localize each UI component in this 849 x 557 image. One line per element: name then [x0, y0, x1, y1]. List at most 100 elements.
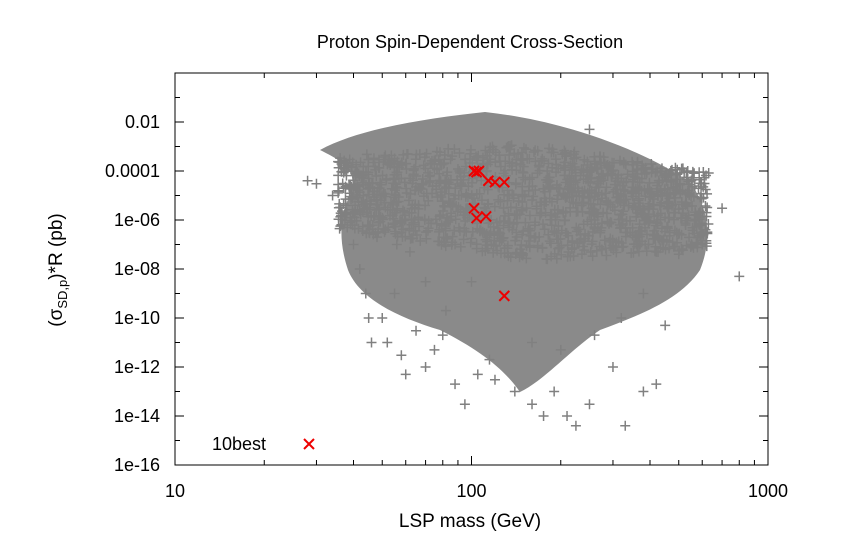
scatter-fill-point — [622, 169, 633, 180]
scatter-fill-point — [534, 161, 545, 172]
scatter-fill-point — [641, 214, 652, 225]
scatter-fill-point — [419, 215, 430, 226]
scatter-fill-point — [538, 219, 549, 230]
scatter-fill-point — [476, 195, 487, 206]
scatter-fill-point — [654, 200, 665, 211]
data-point — [366, 337, 377, 348]
scatter-fill-point — [487, 141, 498, 152]
scatter-fill-point — [466, 233, 477, 244]
scatter-fill-point — [595, 227, 606, 238]
scatter-fill-point — [628, 186, 639, 197]
scatter-fill-point — [588, 199, 599, 210]
scatter-fill-point — [564, 191, 575, 202]
data-point — [584, 399, 595, 410]
scatter-fill-point — [481, 166, 492, 177]
scatter-fill-point — [530, 185, 541, 196]
data-point — [616, 313, 627, 323]
scatter-fill-point — [367, 224, 378, 235]
scatter-fill-point — [699, 172, 710, 183]
scatter-fill-point — [408, 165, 419, 176]
scatter-fill-point — [633, 246, 644, 257]
scatter-fill-point — [517, 189, 528, 200]
scatter-fill-point — [660, 244, 671, 255]
scatter-fill-point — [546, 147, 557, 158]
scatter-fill-point — [335, 211, 346, 222]
scatter-fill-point — [471, 239, 482, 250]
scatter-fill-point — [605, 243, 616, 254]
scatter-fill-point — [404, 225, 415, 236]
scatter-fill-point — [380, 224, 391, 235]
scatter-fill-point — [545, 214, 556, 225]
scatter-fill-point — [413, 185, 424, 196]
data-point — [620, 420, 631, 431]
scatter-fill-point — [373, 214, 384, 225]
data-point — [638, 288, 649, 299]
data-point — [411, 325, 422, 336]
scatter-fill-point — [527, 172, 538, 183]
scatter-fill-point — [510, 249, 521, 260]
scatter-fill-point — [422, 225, 433, 236]
scatter-fill-point — [668, 182, 679, 193]
scatter-fill-point — [674, 179, 685, 190]
scatter-fill-point — [605, 233, 616, 244]
scatter-fill-point — [363, 211, 374, 222]
scatter-fill-point — [677, 185, 688, 196]
scatter-fill-point — [623, 200, 634, 211]
data-point — [416, 178, 427, 189]
scatter-fill-point — [346, 181, 357, 192]
y-tick-label: 1e-14 — [114, 406, 160, 426]
x-tick-label: 100 — [456, 481, 486, 501]
scatter-fill-point — [571, 226, 582, 237]
scatter-fill-point — [647, 229, 658, 240]
scatter-fill-point — [436, 192, 447, 203]
scatter-fill-point — [367, 186, 378, 197]
scatter-fill-point — [494, 150, 505, 161]
data-point-10best — [498, 176, 510, 188]
scatter-fill-point — [532, 168, 543, 179]
data-point-10best — [473, 165, 485, 177]
scatter-fill-point — [682, 172, 693, 183]
scatter-fill-point — [422, 167, 433, 178]
scatter-fill-point — [685, 240, 696, 251]
scatter-fill-point — [442, 167, 453, 178]
scatter-fill-point — [627, 156, 638, 167]
scatter-fill-point — [380, 150, 391, 161]
scatter-fill-point — [620, 227, 631, 238]
data-point — [440, 305, 451, 316]
data-point — [518, 161, 529, 172]
scatter-fill-point — [517, 229, 528, 240]
scatter-fill-point — [341, 170, 352, 181]
scatter-fill-point — [468, 193, 479, 204]
data-point — [527, 399, 538, 410]
scatter-fill-point — [678, 208, 689, 219]
scatter-fill-point — [427, 188, 438, 199]
scatter-fill-point — [340, 194, 351, 205]
scatter-fill-point — [496, 235, 507, 246]
scatter-fill-point — [621, 216, 632, 227]
scatter-fill-point — [449, 225, 460, 236]
data-point — [389, 161, 400, 172]
scatter-fill-point — [437, 196, 448, 207]
scatter-fill-point — [620, 159, 631, 170]
scatter-fill-point — [438, 206, 449, 217]
y-tick-label: 1e-12 — [114, 357, 160, 377]
scatter-fill-point — [552, 190, 563, 201]
scatter-fill-point — [436, 159, 447, 170]
scatter-fill-point — [565, 176, 576, 187]
data-point-10best — [480, 210, 492, 223]
scatter-fill-point — [543, 158, 554, 169]
scatter-fill-point — [639, 169, 650, 180]
scatter-fill-point — [418, 191, 429, 202]
scatter-fill-point — [405, 189, 416, 200]
scatter-fill-point — [689, 228, 700, 239]
scatter-fill-point — [627, 187, 638, 198]
scatter-fill-point — [650, 220, 661, 231]
scatter-fill-point — [493, 194, 504, 205]
data-point — [311, 178, 322, 189]
scatter-fill-point — [336, 210, 347, 221]
scatter-fill-point — [498, 203, 509, 214]
scatter-fill-point — [461, 188, 472, 199]
scatter-fill-point — [620, 194, 631, 205]
scatter-fill-point — [399, 206, 410, 217]
scatter-fill-point — [398, 149, 409, 160]
